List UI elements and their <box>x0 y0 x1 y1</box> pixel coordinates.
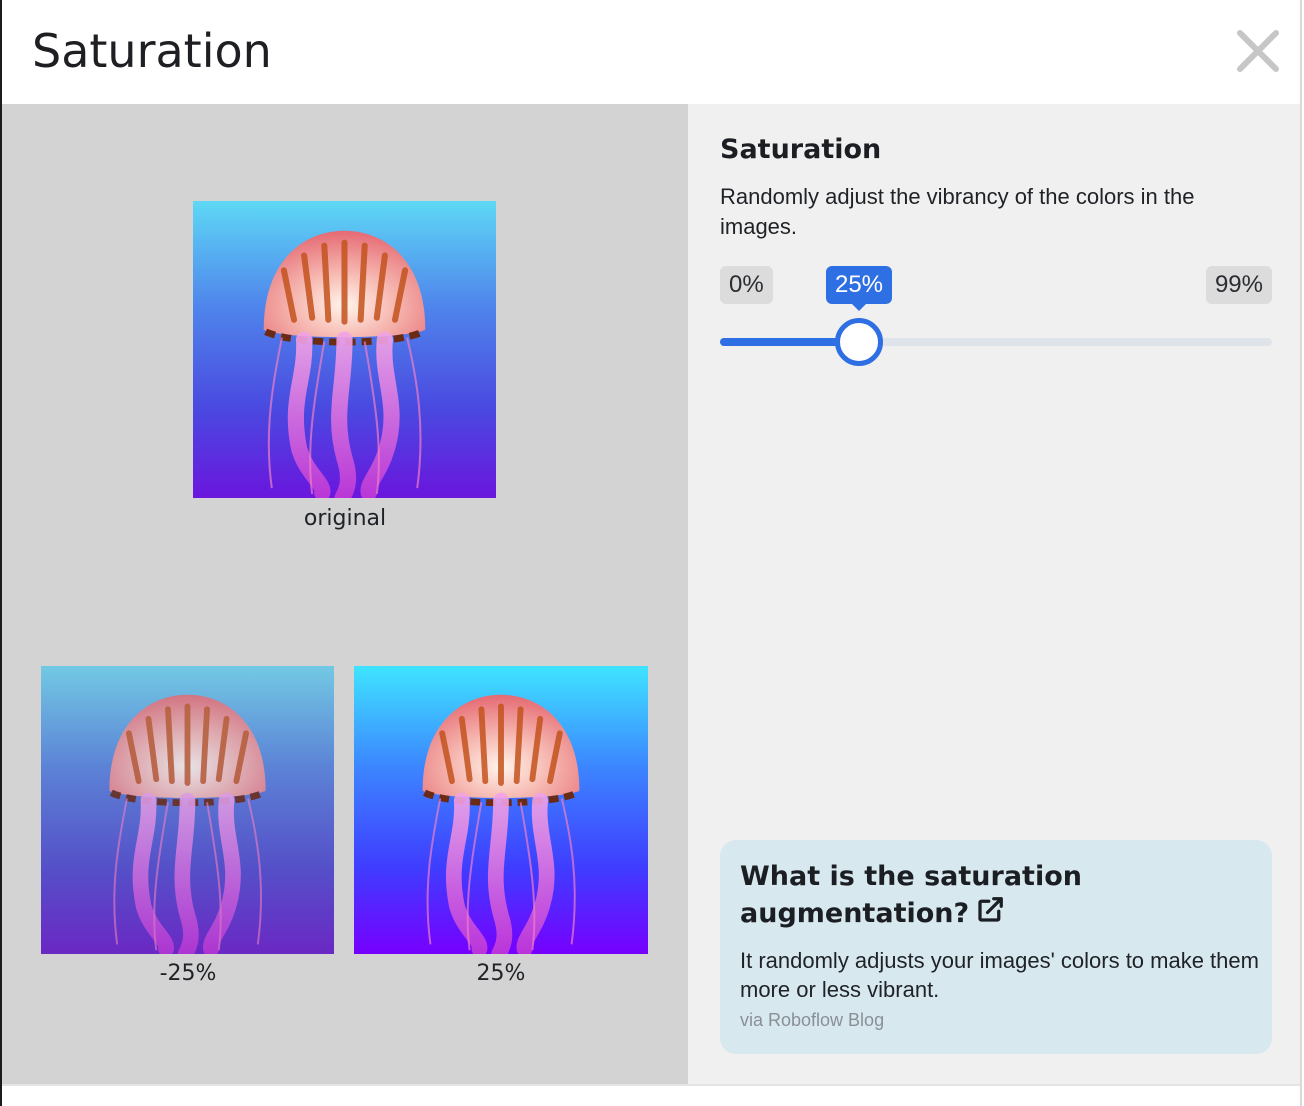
low-saturation-image <box>41 666 334 954</box>
slider-max-label: 99% <box>1205 266 1272 304</box>
saturation-slider[interactable] <box>720 318 1272 366</box>
original-caption: original <box>303 506 387 531</box>
slider-fill <box>720 338 859 346</box>
high-saturation-image <box>354 666 648 954</box>
settings-pane: Saturation Randomly adjust the vibrancy … <box>688 104 1300 1084</box>
settings-heading: Saturation <box>720 134 882 165</box>
dialog-header: Saturation <box>2 0 1300 104</box>
preview-pane: original -25% 25% <box>2 104 688 1084</box>
info-card-body: It randomly adjusts your images' colors … <box>740 948 1259 1002</box>
info-card-title-text[interactable]: What is the saturation augmentation? <box>740 861 1082 929</box>
slider-value-badge: 25% <box>825 266 893 311</box>
low-saturation-caption: -25% <box>159 961 217 986</box>
slider-handle[interactable] <box>835 318 883 366</box>
close-icon[interactable] <box>1234 27 1282 75</box>
info-card-source[interactable]: via Roboflow Blog <box>740 1010 885 1030</box>
dialog-title: Saturation <box>32 24 272 78</box>
info-card[interactable]: What is the saturation augmentation? It … <box>720 840 1272 1054</box>
info-card-title[interactable]: What is the saturation augmentation? <box>740 858 1160 932</box>
settings-description: Randomly adjust the vibrancy of the colo… <box>720 184 1195 239</box>
slider-min-label: 0% <box>720 266 773 304</box>
high-saturation-caption: 25% <box>476 961 526 986</box>
external-link-icon[interactable] <box>975 895 1005 925</box>
original-image <box>193 201 496 498</box>
dialog-footer-divider <box>2 1084 1300 1086</box>
